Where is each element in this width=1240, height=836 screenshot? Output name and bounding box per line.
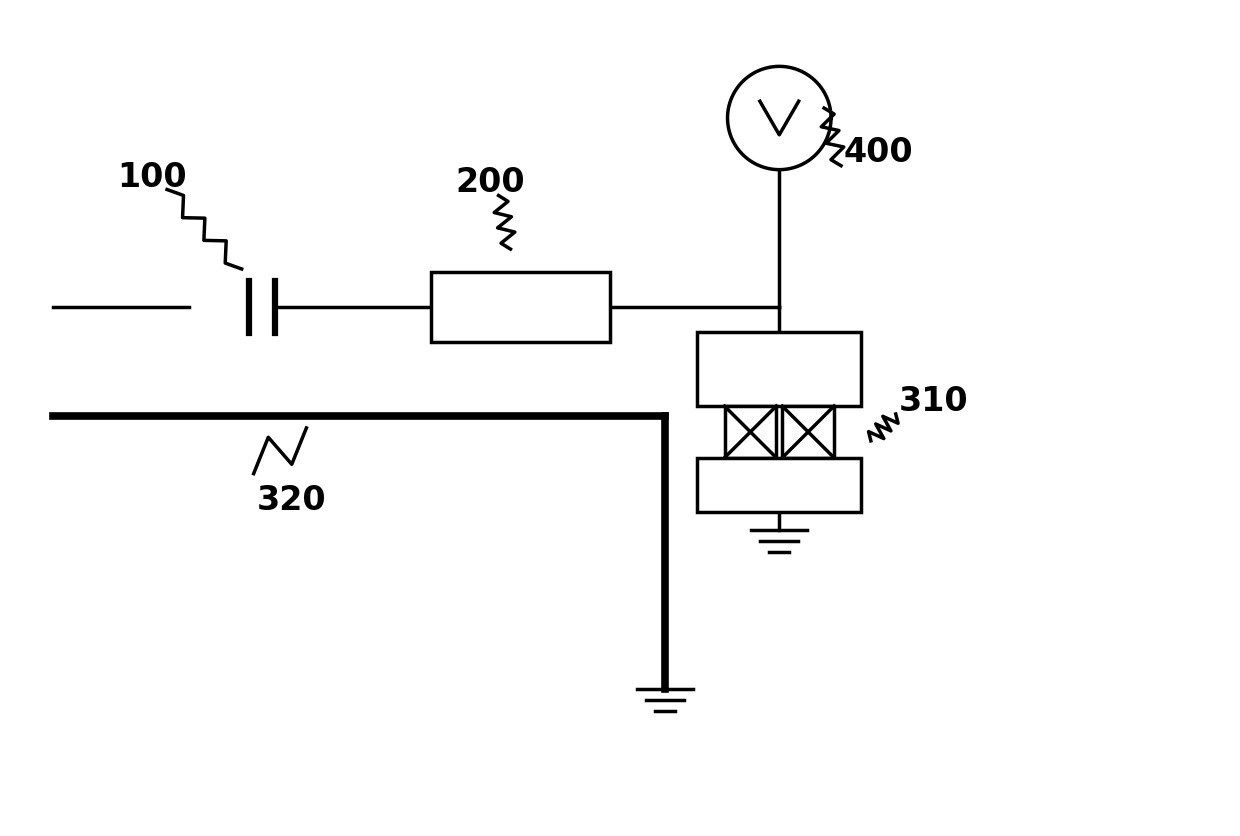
Bar: [782, 406, 835, 458]
Bar: [697, 458, 862, 512]
Text: 400: 400: [844, 136, 914, 169]
Bar: [697, 332, 862, 406]
Bar: [430, 272, 610, 342]
Bar: [724, 406, 776, 458]
Text: 320: 320: [257, 484, 326, 517]
Text: 100: 100: [118, 161, 187, 194]
Text: 310: 310: [899, 385, 968, 418]
Text: 200: 200: [456, 166, 526, 199]
